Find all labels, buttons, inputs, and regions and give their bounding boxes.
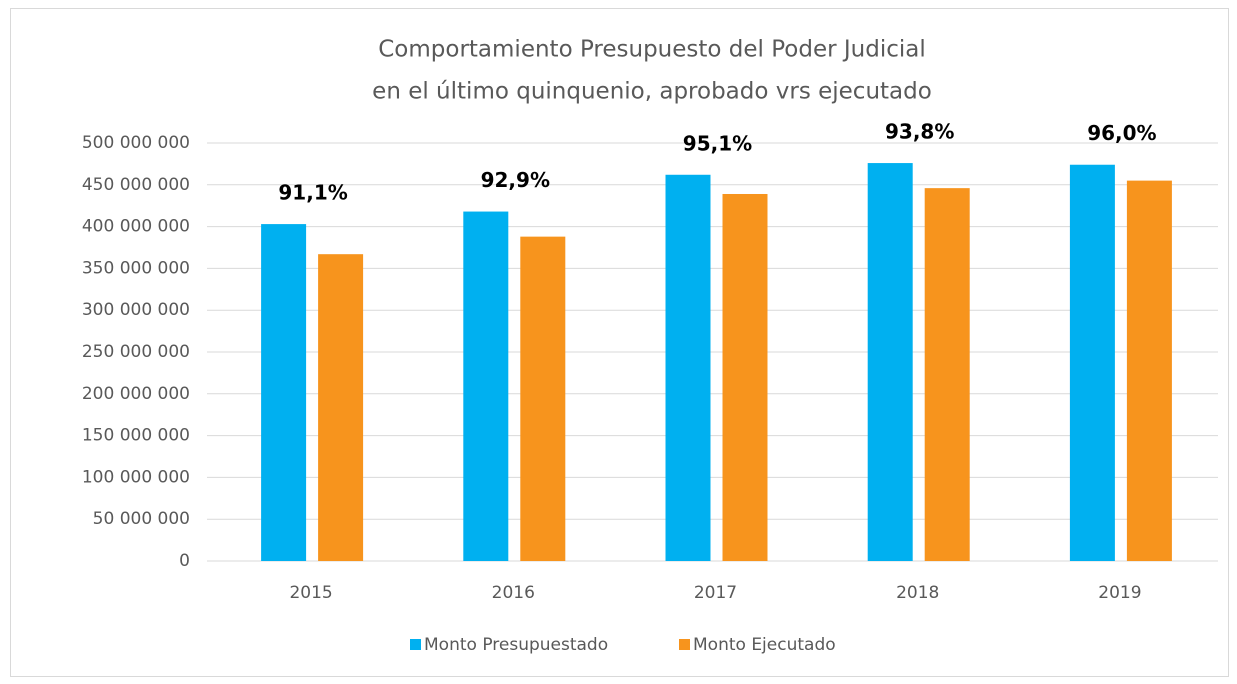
y-tick-label: 200 000 000 (82, 384, 190, 404)
legend-swatch (410, 639, 421, 650)
legend-label: Monto Ejecutado (693, 635, 836, 655)
bar (463, 211, 509, 561)
y-tick-label: 500 000 000 (82, 133, 190, 153)
bar (1069, 164, 1115, 561)
percent-label: 93,8% (885, 120, 954, 144)
x-tick-label: 2015 (289, 583, 332, 603)
bar (318, 254, 364, 562)
x-tick-label: 2019 (1098, 583, 1141, 603)
chart-title: en el último quinquenio, aprobado vrs ej… (372, 79, 932, 105)
percent-label: 95,1% (683, 131, 752, 155)
bar (867, 163, 913, 561)
y-tick-label: 0 (179, 551, 190, 571)
y-tick-label: 50 000 000 (93, 509, 190, 529)
percent-label: 92,9% (481, 168, 550, 192)
percent-label: 91,1% (278, 181, 347, 205)
bar (722, 193, 768, 561)
chart-title: Comportamiento Presupuesto del Poder Jud… (378, 37, 926, 63)
y-tick-label: 400 000 000 (82, 217, 190, 237)
legend-swatch (679, 639, 690, 650)
bar (924, 188, 970, 562)
y-tick-label: 150 000 000 (82, 426, 190, 446)
y-tick-label: 100 000 000 (82, 467, 190, 487)
y-tick-label: 300 000 000 (82, 300, 190, 320)
bar (1126, 180, 1172, 561)
x-tick-label: 2017 (694, 583, 737, 603)
bar (520, 236, 566, 561)
legend-label: Monto Presupuestado (424, 635, 608, 655)
x-tick-label: 2016 (492, 583, 535, 603)
y-tick-label: 450 000 000 (82, 175, 190, 195)
bar (261, 224, 307, 562)
percent-label: 96,0% (1087, 121, 1156, 145)
bar (665, 174, 711, 561)
x-tick-label: 2018 (896, 583, 939, 603)
chart-border (10, 8, 1229, 677)
y-tick-label: 250 000 000 (82, 342, 190, 362)
y-tick-label: 350 000 000 (82, 258, 190, 278)
